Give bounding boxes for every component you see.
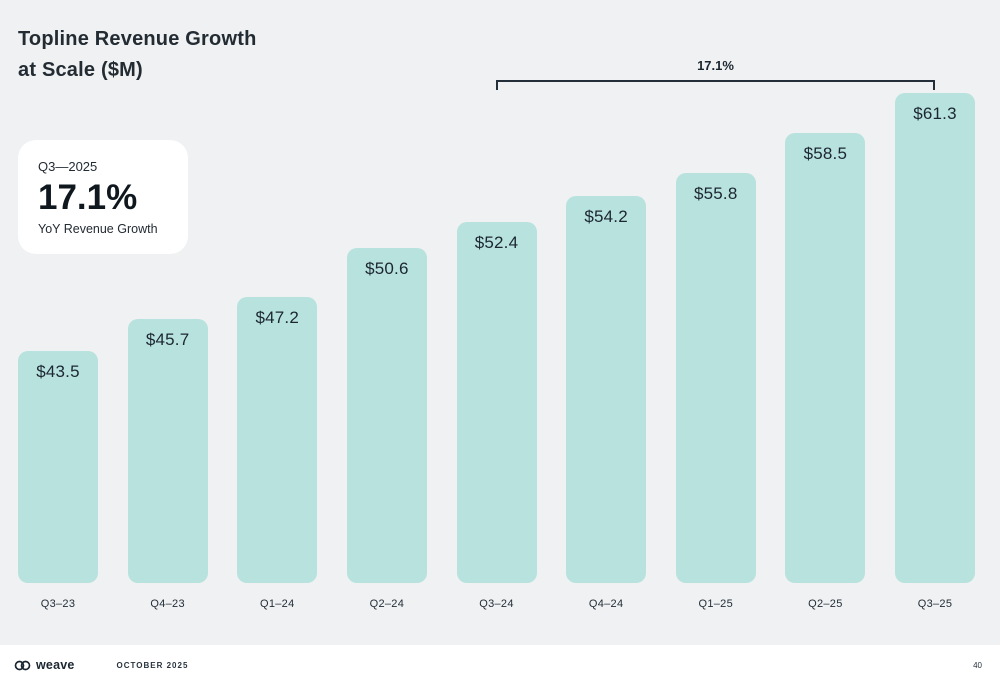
brand-logo: weave xyxy=(14,658,75,672)
bar-Q4–24[interactable]: $54.2 xyxy=(566,196,647,583)
kpi-value: 17.1% xyxy=(38,178,138,217)
bar-value-label: $52.4 xyxy=(474,233,519,252)
bar-Q3–25[interactable]: $61.3 xyxy=(895,93,975,583)
kpi-period: Q3—2025 xyxy=(38,159,98,174)
bar-column: $55.8 Q1–25 xyxy=(675,173,756,613)
brand-name: weave xyxy=(36,658,75,672)
bar-value-label: $45.7 xyxy=(145,330,190,349)
bar-value-label: $50.6 xyxy=(365,259,409,278)
bar-value-label: $58.5 xyxy=(803,144,848,163)
page-title-line2: at Scale ($M) xyxy=(18,59,143,81)
page-title-line1: Topline Revenue Growth xyxy=(18,28,257,50)
page-number: 40 xyxy=(973,660,982,670)
bar-category-label: Q4–23 xyxy=(150,598,185,610)
bar-category-label: Q2–24 xyxy=(369,598,405,610)
bar-chart: $43.5 Q3–23 $45.7 Q4–23 $47.2 Q1–24 $50.6 Q2–24… xyxy=(18,93,975,613)
bar-category-label: Q3–25 xyxy=(917,598,953,610)
bar-column: $52.4 Q3–24 xyxy=(456,222,537,613)
bar-value-label: $55.8 xyxy=(693,184,738,203)
bar-column: $58.5 Q2–25 xyxy=(785,133,866,613)
footer: weave OCTOBER 2025 40 xyxy=(0,645,1000,685)
footer-date: OCTOBER 2025 xyxy=(116,660,189,670)
kpi-callout-card: Q3—2025 17.1% YoY Revenue Growth xyxy=(18,140,188,255)
bar-Q4–23[interactable]: $45.7 xyxy=(127,319,208,583)
bar-category-label: Q1–24 xyxy=(259,598,295,610)
yoy-growth-bracket: 17.1% xyxy=(496,58,935,90)
bar-category-label: Q3–23 xyxy=(40,598,76,610)
bar-column: $45.7 Q4–23 xyxy=(127,319,208,613)
bar-value-label: $54.2 xyxy=(584,207,628,226)
bar-Q2–25[interactable]: $58.5 xyxy=(785,133,866,583)
bar-value-label: $61.3 xyxy=(913,104,957,123)
bar-Q1–24[interactable]: $47.2 xyxy=(237,297,318,583)
bar-column: $54.2 Q4–24 xyxy=(566,196,647,613)
bar-value-label: $47.2 xyxy=(255,308,300,327)
bar-column: $50.6 Q2–24 xyxy=(346,248,427,613)
bar-Q3–23[interactable]: $43.5 xyxy=(18,351,98,583)
bar-column: $43.5 Q3–23 xyxy=(18,351,98,613)
bar-category-label: Q2–25 xyxy=(808,598,843,610)
weave-logo-icon xyxy=(14,660,31,671)
bar-value-label: $43.5 xyxy=(36,362,80,381)
bar-category-label: Q3–24 xyxy=(479,598,514,610)
bar-category-label: Q1–25 xyxy=(698,598,734,610)
bar-Q2–24[interactable]: $50.6 xyxy=(346,248,427,583)
yoy-growth-bracket-label: 17.1% xyxy=(697,58,734,73)
bar-column: $47.2 Q1–24 xyxy=(237,297,318,613)
kpi-label: YoY Revenue Growth xyxy=(38,222,158,237)
bar-Q3–24[interactable]: $52.4 xyxy=(456,222,537,583)
bar-Q1–25[interactable]: $55.8 xyxy=(675,173,756,583)
bar-column: $61.3 Q3–25 xyxy=(895,93,975,613)
page-title: Topline Revenue Growth at Scale ($M) xyxy=(18,24,257,86)
bar-category-label: Q4–24 xyxy=(588,598,624,610)
